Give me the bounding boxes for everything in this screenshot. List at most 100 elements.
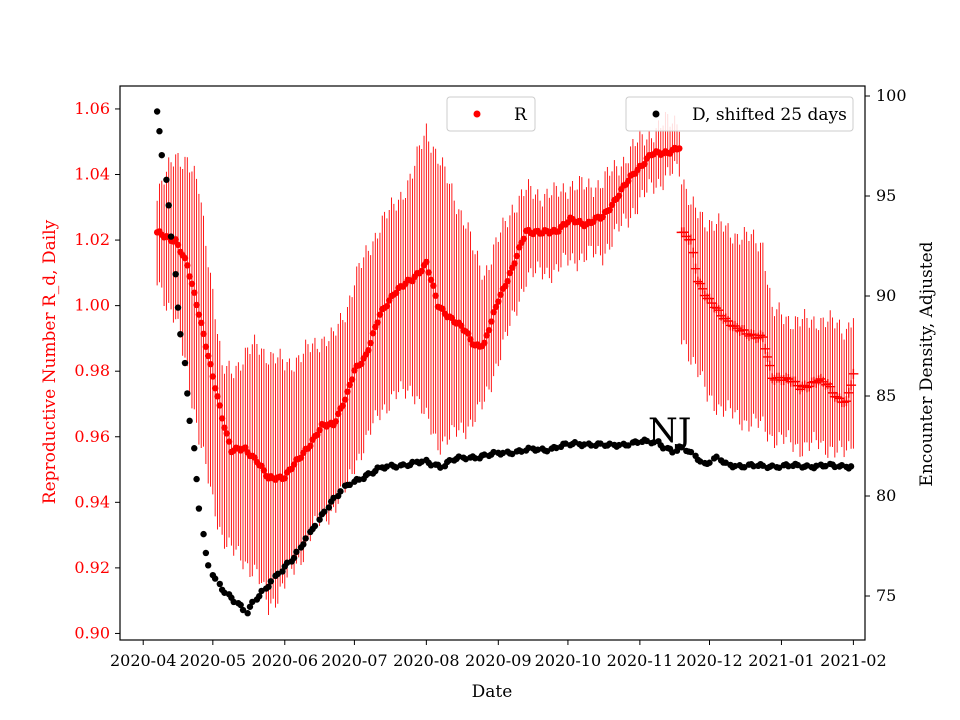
r-point: [606, 206, 613, 214]
x-tick-label: 2020-06: [252, 651, 318, 670]
r-point: [200, 330, 207, 338]
d-point: [193, 475, 200, 483]
r-estimate-point: [695, 278, 706, 289]
y-tick-label-left: 1.04: [74, 165, 110, 184]
r-estimate-point: [825, 381, 836, 392]
legend-label-r: R: [514, 105, 528, 125]
r-point: [625, 177, 632, 185]
d-point: [847, 463, 855, 470]
r-point: [369, 330, 377, 337]
r-point: [211, 385, 219, 392]
r-point: [502, 282, 509, 290]
r-estimate-point: [697, 283, 708, 294]
y-tick-label-right: 85: [876, 386, 896, 405]
r-point: [492, 303, 500, 311]
r-point: [511, 260, 518, 267]
r-estimate-point: [843, 387, 854, 398]
r-estimate-point: [813, 375, 824, 386]
r-point: [334, 410, 342, 418]
d-point: [587, 442, 595, 449]
d-point: [172, 270, 179, 278]
r-point: [348, 376, 356, 383]
y-tick-label-left: 0.96: [74, 427, 110, 446]
d-point: [706, 459, 713, 466]
r-estimate-point: [820, 379, 831, 390]
d-point: [750, 463, 757, 470]
y-tick-label-left: 0.90: [74, 623, 110, 642]
r-point: [367, 339, 374, 347]
d-point: [246, 603, 254, 610]
r-estimate-point: [762, 351, 773, 362]
legend-marker-d: [652, 110, 660, 118]
d-point: [279, 568, 286, 575]
plot-frame: [119, 85, 866, 641]
d-point: [446, 456, 453, 464]
d-point: [202, 549, 210, 557]
d-point: [165, 202, 172, 209]
r-point: [427, 276, 435, 284]
r-point: [184, 262, 191, 269]
d-point: [687, 448, 695, 456]
r-point: [495, 298, 502, 305]
r-estimate-point: [692, 276, 703, 287]
x-tick-label: 2020-09: [465, 651, 531, 670]
d-point: [625, 442, 632, 449]
d-point: [346, 481, 353, 489]
d-point: [158, 151, 165, 159]
r-point: [344, 388, 351, 395]
r-point: [195, 311, 203, 318]
r-estimate-point: [755, 330, 766, 341]
d-point: [167, 233, 175, 240]
r-estimate-point: [764, 360, 775, 371]
legend-label-d: D, shifted 25 days: [692, 105, 847, 125]
r-point: [365, 347, 372, 354]
r-point: [374, 319, 381, 326]
y-tick-label-left: 1.06: [74, 99, 110, 118]
x-tick-label: 2020-05: [180, 651, 246, 670]
r-estimate-point: [848, 368, 859, 379]
state-annotation: NJ: [648, 411, 691, 451]
r-point: [191, 289, 198, 296]
d-point: [156, 128, 163, 135]
d-point: [200, 530, 207, 538]
r-point: [346, 381, 353, 389]
d-point: [191, 445, 198, 452]
r-estimate-point: [730, 320, 741, 331]
d-point: [300, 541, 307, 548]
y-tick-label-left: 1.02: [74, 230, 110, 249]
d-point: [239, 606, 247, 614]
d-point: [237, 601, 244, 609]
r-estimate-point: [743, 330, 754, 341]
d-point: [290, 554, 298, 562]
d-point: [174, 304, 182, 311]
d-point: [153, 108, 161, 115]
r-point: [423, 258, 430, 266]
r-estimate-point: [711, 303, 722, 314]
r-point: [599, 213, 606, 221]
r-point: [216, 402, 223, 409]
d-point: [741, 464, 748, 471]
r-estimate-point: [832, 392, 843, 403]
r-point: [520, 235, 528, 243]
d-point: [316, 516, 323, 523]
data-points: [153, 108, 859, 617]
d-point: [184, 390, 191, 397]
r-point: [181, 254, 189, 262]
d-point: [265, 583, 272, 590]
r-point: [332, 418, 340, 425]
r-point: [504, 278, 511, 285]
d-point: [785, 462, 792, 470]
x-axis-label: Date: [472, 682, 513, 702]
r-estimate-point: [841, 396, 852, 407]
legend-box-r: [446, 96, 536, 132]
legend-box-d: [625, 96, 854, 132]
r-estimate-point: [720, 313, 731, 324]
r-point: [218, 415, 226, 422]
r-estimate-point: [760, 343, 771, 354]
r-point: [641, 160, 648, 168]
r-estimate-point: [706, 298, 717, 309]
r-point: [418, 267, 425, 275]
y-tick-label-right: 90: [876, 286, 896, 305]
d-point: [321, 508, 328, 515]
